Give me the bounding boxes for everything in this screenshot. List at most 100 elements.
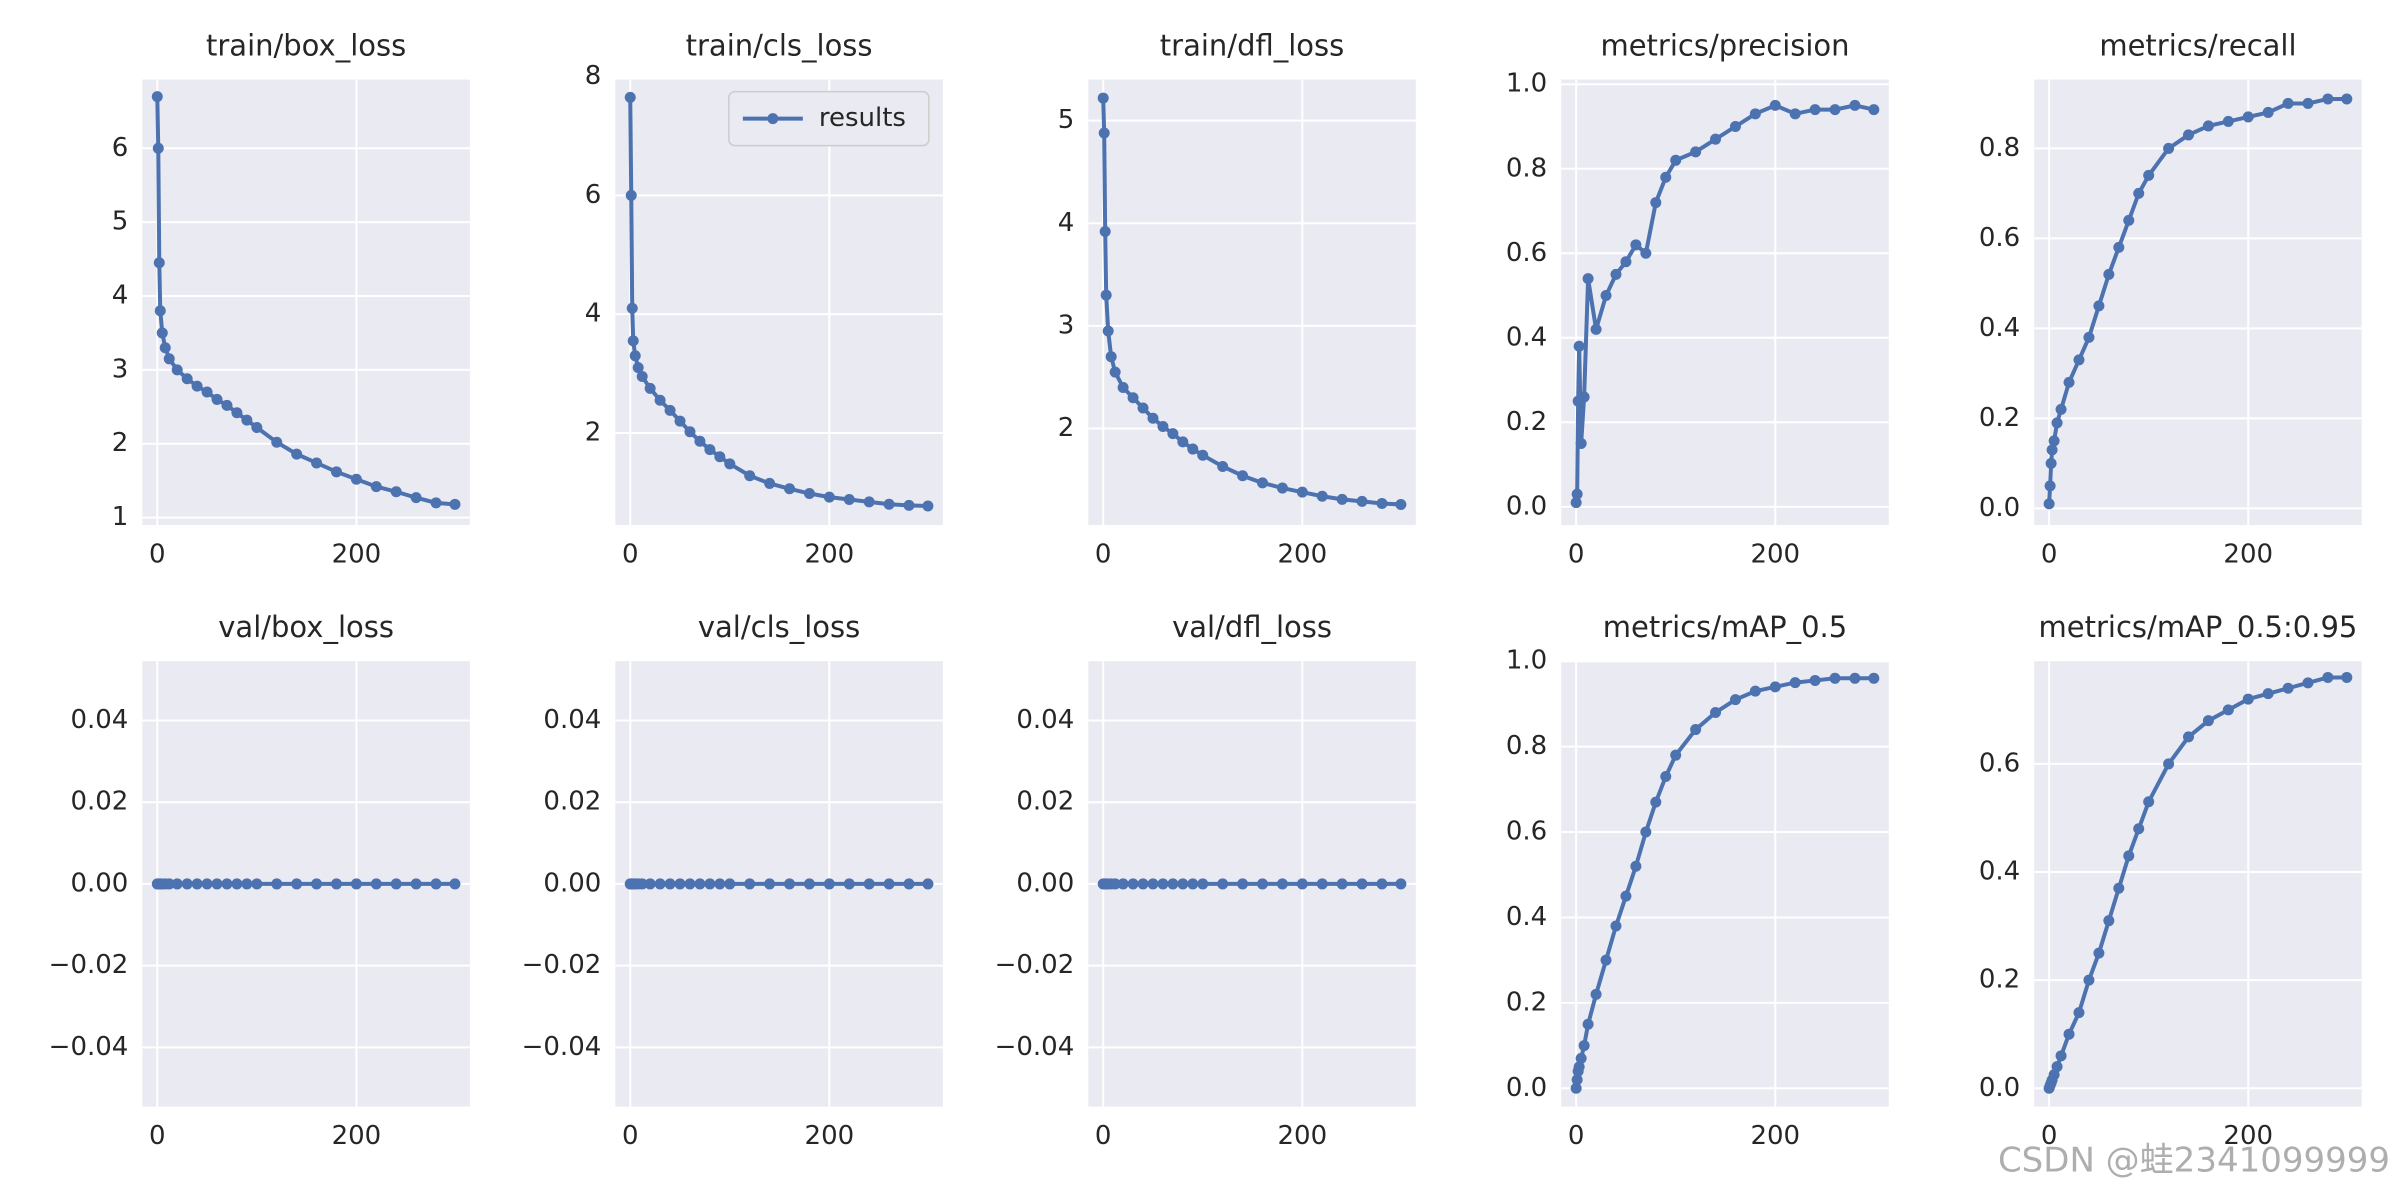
y-tick-label: 3 [112,354,129,384]
point [1650,197,1662,209]
x-tick-label: 200 [805,540,855,570]
point [2242,111,2254,123]
y-tick-label: 8 [585,61,602,91]
subplot: 2 3 4 5 0 200 train/dfl_loss [1058,29,1416,570]
x-tick-label: 0 [149,1121,166,1151]
point [764,878,776,890]
plot-background [1561,661,1889,1107]
point [1749,685,1761,697]
point [2044,480,2056,492]
y-tick-label: 5 [1058,105,1075,135]
point [163,878,175,890]
point [311,878,323,890]
point [744,470,756,482]
plot-background [1561,79,1889,526]
point [1127,392,1139,404]
point [2055,1050,2067,1062]
legend-marker [767,113,779,125]
point [430,497,442,509]
point [1187,878,1199,890]
point [1630,239,1642,251]
point [1237,470,1249,482]
y-tick-label: 0.02 [543,787,601,817]
point [449,498,461,510]
point [2046,444,2058,456]
point [181,878,193,890]
x-tick-label: 200 [1277,1121,1327,1151]
point [1098,127,1110,139]
point [1620,256,1632,268]
point [1789,108,1801,120]
y-tick-label: −0.04 [995,1032,1075,1062]
point [201,878,213,890]
point [2341,93,2353,105]
point [1610,268,1622,280]
point [903,878,915,890]
point [1571,1074,1583,1086]
point [1316,878,1328,890]
point [2051,417,2063,429]
subplot-title: val/box_loss [218,610,394,644]
point [231,878,243,890]
point [1137,402,1149,414]
point [724,878,736,890]
point [2202,120,2214,132]
point [784,878,796,890]
plot-background [615,79,943,526]
point [674,878,686,890]
point [154,305,166,317]
point [181,373,193,385]
x-tick-label: 200 [1750,540,1800,570]
point [1256,477,1268,489]
point [1127,878,1139,890]
point [330,878,342,890]
y-tick-label: 0.6 [1506,238,1547,268]
point [1582,1018,1594,1030]
point [632,362,644,374]
point [1578,1040,1590,1052]
y-tick-label: 0.6 [1979,748,2020,778]
point [1147,878,1159,890]
point [231,407,243,419]
point [629,350,641,362]
plot-background [142,79,470,526]
point [2302,97,2314,109]
point [1237,878,1249,890]
x-tick-label: 200 [2223,540,2273,570]
point [1117,878,1129,890]
point [922,878,934,890]
y-tick-label: −0.02 [49,950,129,980]
y-tick-label: 0.2 [1506,407,1547,437]
plot-background [2034,79,2362,526]
point [1117,381,1129,393]
point [1749,108,1761,120]
point [1157,878,1169,890]
point [1650,796,1662,808]
point [744,878,756,890]
point [1809,674,1821,686]
point [2242,693,2254,705]
plot-background [2034,661,2362,1107]
point [784,483,796,495]
point [291,878,303,890]
point [1729,120,1741,132]
point [1157,420,1169,432]
point [370,481,382,493]
point [151,91,163,103]
point [1670,154,1682,166]
point [684,426,696,438]
y-tick-label: 0.6 [1979,223,2020,253]
subplot-title: train/box_loss [206,29,406,63]
point [1620,890,1632,902]
point [2103,915,2115,927]
point [159,342,171,354]
point [1868,104,1880,116]
point [1099,225,1111,237]
point [1600,954,1612,966]
point [2222,704,2234,716]
y-tick-label: 0.00 [70,868,128,898]
point [221,399,233,411]
point [2051,1061,2063,1073]
point [1187,443,1199,455]
